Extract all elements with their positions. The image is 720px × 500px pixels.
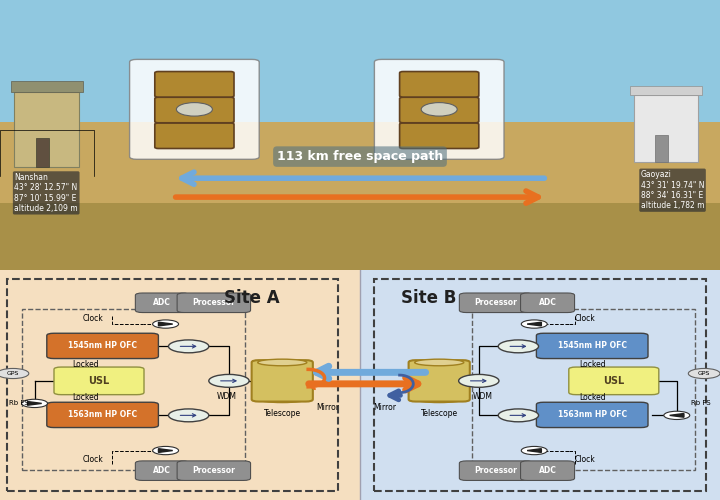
FancyBboxPatch shape	[47, 333, 158, 358]
Text: USL: USL	[603, 376, 624, 386]
Text: 1545nm HP OFC: 1545nm HP OFC	[68, 342, 137, 350]
Text: Locked: Locked	[72, 393, 99, 402]
Circle shape	[153, 446, 179, 454]
Circle shape	[688, 368, 720, 378]
FancyBboxPatch shape	[252, 360, 313, 402]
Text: USL: USL	[89, 376, 109, 386]
Text: ADC: ADC	[539, 298, 557, 308]
Text: Mirror: Mirror	[374, 404, 397, 412]
Polygon shape	[527, 322, 541, 326]
Text: GPS: GPS	[698, 371, 711, 376]
Text: WDM: WDM	[217, 392, 237, 402]
Text: Processor: Processor	[192, 298, 235, 308]
FancyBboxPatch shape	[360, 270, 720, 500]
Text: Locked: Locked	[580, 360, 606, 370]
Text: Clock: Clock	[83, 314, 104, 323]
FancyBboxPatch shape	[536, 333, 648, 358]
FancyBboxPatch shape	[135, 293, 189, 312]
Circle shape	[209, 374, 249, 388]
Text: Telescope: Telescope	[264, 409, 301, 418]
Text: Processor: Processor	[474, 298, 518, 308]
FancyBboxPatch shape	[409, 360, 469, 402]
FancyBboxPatch shape	[521, 461, 575, 480]
FancyBboxPatch shape	[374, 60, 504, 160]
Text: ADC: ADC	[153, 298, 171, 308]
Text: GPS: GPS	[6, 371, 19, 376]
Circle shape	[498, 340, 539, 353]
Text: 113 km free space path: 113 km free space path	[277, 150, 443, 163]
FancyBboxPatch shape	[400, 123, 479, 148]
Ellipse shape	[258, 396, 307, 402]
Ellipse shape	[415, 359, 464, 366]
Circle shape	[176, 102, 212, 116]
FancyBboxPatch shape	[130, 60, 259, 160]
FancyBboxPatch shape	[14, 92, 79, 168]
Text: Site B: Site B	[401, 288, 456, 306]
Text: Clock: Clock	[575, 314, 595, 323]
FancyBboxPatch shape	[459, 293, 533, 312]
Polygon shape	[670, 414, 684, 417]
Text: Site A: Site A	[224, 288, 280, 306]
Text: ADC: ADC	[539, 466, 557, 475]
FancyBboxPatch shape	[569, 367, 659, 394]
FancyBboxPatch shape	[655, 135, 668, 162]
Polygon shape	[158, 322, 173, 326]
Circle shape	[153, 320, 179, 328]
Text: Gaoyazi
43° 31' 19.74" N
88° 34' 16.31" E
altitude 1,782 m: Gaoyazi 43° 31' 19.74" N 88° 34' 16.31" …	[641, 170, 704, 210]
Text: 1545nm HP OFC: 1545nm HP OFC	[558, 342, 626, 350]
Polygon shape	[158, 448, 173, 452]
FancyBboxPatch shape	[0, 122, 720, 270]
FancyBboxPatch shape	[177, 461, 251, 480]
Circle shape	[664, 411, 690, 420]
Text: Clock: Clock	[83, 455, 104, 464]
Text: Rb FS: Rb FS	[9, 400, 29, 406]
Text: Nanshan
43° 28' 12.57" N
87° 10' 15.99" E
altitude 2,109 m: Nanshan 43° 28' 12.57" N 87° 10' 15.99" …	[14, 173, 78, 213]
Text: ADC: ADC	[153, 466, 171, 475]
FancyBboxPatch shape	[54, 367, 144, 394]
FancyBboxPatch shape	[177, 293, 251, 312]
FancyBboxPatch shape	[459, 461, 533, 480]
FancyBboxPatch shape	[47, 402, 158, 427]
Text: 1563nm HP OFC: 1563nm HP OFC	[68, 410, 138, 420]
Ellipse shape	[258, 359, 307, 366]
Circle shape	[0, 368, 29, 378]
FancyBboxPatch shape	[0, 0, 720, 122]
Text: Processor: Processor	[192, 466, 235, 475]
FancyBboxPatch shape	[400, 98, 479, 123]
FancyBboxPatch shape	[155, 98, 234, 123]
FancyBboxPatch shape	[11, 81, 83, 92]
Circle shape	[22, 400, 48, 407]
FancyBboxPatch shape	[521, 293, 575, 312]
Circle shape	[168, 340, 209, 353]
FancyBboxPatch shape	[536, 402, 648, 427]
Text: 1563nm HP OFC: 1563nm HP OFC	[557, 410, 627, 420]
FancyBboxPatch shape	[0, 270, 360, 500]
Circle shape	[521, 320, 547, 328]
FancyBboxPatch shape	[630, 86, 702, 94]
Polygon shape	[527, 448, 541, 452]
Circle shape	[459, 374, 499, 388]
FancyBboxPatch shape	[400, 72, 479, 97]
Ellipse shape	[415, 396, 464, 402]
FancyBboxPatch shape	[634, 94, 698, 162]
Circle shape	[498, 409, 539, 422]
Text: Mirror: Mirror	[316, 404, 339, 412]
Text: Rb FS: Rb FS	[691, 400, 711, 406]
Polygon shape	[27, 402, 42, 406]
FancyBboxPatch shape	[135, 461, 189, 480]
FancyBboxPatch shape	[0, 202, 720, 270]
Text: WDM: WDM	[472, 392, 492, 402]
Circle shape	[521, 446, 547, 454]
Text: Processor: Processor	[474, 466, 518, 475]
Circle shape	[421, 102, 457, 116]
FancyBboxPatch shape	[36, 138, 49, 168]
FancyBboxPatch shape	[155, 123, 234, 148]
Text: Telescope: Telescope	[420, 409, 458, 418]
FancyBboxPatch shape	[155, 72, 234, 97]
Text: Locked: Locked	[72, 360, 99, 370]
Text: Clock: Clock	[575, 455, 595, 464]
Circle shape	[168, 409, 209, 422]
Text: Locked: Locked	[580, 393, 606, 402]
